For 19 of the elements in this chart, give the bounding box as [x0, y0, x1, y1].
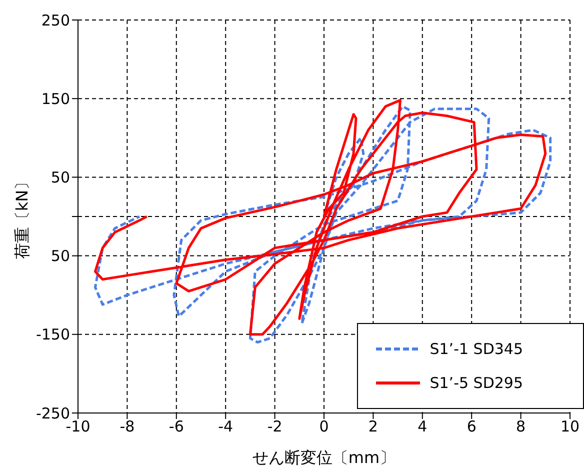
x-axis-title: せん断変位〔mm〕: [252, 448, 396, 467]
x-tick-label: -6: [168, 418, 184, 436]
x-tick-label: 10: [560, 418, 580, 436]
x-tick-label: -2: [267, 418, 282, 436]
x-tick-label: -4: [218, 418, 234, 436]
x-tick-label: -8: [120, 418, 135, 436]
y-tick-label: -150: [36, 326, 70, 344]
x-tick-label: 0: [319, 418, 329, 436]
y-axis-title: 荷重〔kN〕: [12, 174, 32, 260]
x-tick-label: 2: [368, 418, 378, 436]
legend-label: S1’-5 SD295: [430, 373, 523, 394]
y-tick-label: 50: [50, 247, 70, 266]
x-tick-label: 6: [466, 418, 476, 436]
legend-label: S1’-1 SD345: [430, 339, 523, 360]
y-tick-label: 50: [50, 168, 70, 187]
y-tick-label: 250: [41, 11, 70, 30]
y-tick-label: 150: [41, 90, 70, 108]
x-tick-label: 4: [418, 418, 428, 436]
x-tick-label: 8: [516, 418, 526, 436]
